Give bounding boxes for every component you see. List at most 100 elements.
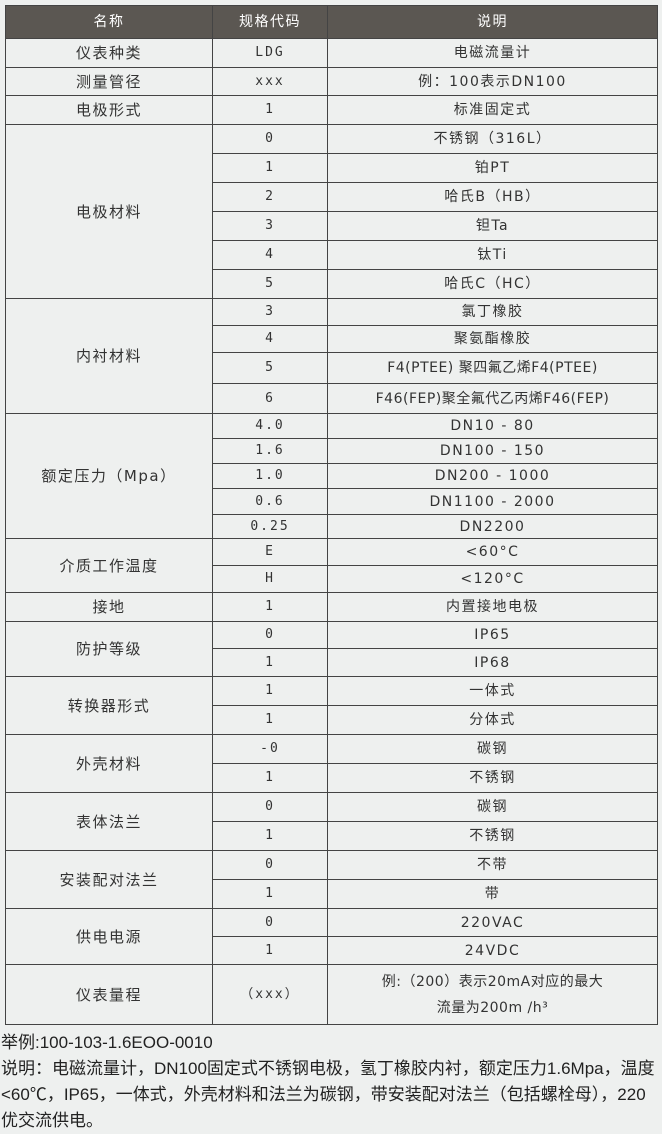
table-row: 1.6 DN100 - 150 xyxy=(6,438,658,464)
header-name: 名称 xyxy=(5,5,213,39)
table-row: 5 F4(PTEE) 聚四氟乙烯F4(PTEE) xyxy=(6,352,658,384)
cell-code: 0 xyxy=(212,124,328,154)
cell-code: 4.0 xyxy=(212,413,328,439)
cell-code: 0.6 xyxy=(212,488,328,515)
notes: 举例:100-103-1.6EOO-0010 说明：电磁流量计，DN100固定式… xyxy=(1,1030,661,1134)
cell-code: 1.6 xyxy=(212,438,328,464)
cell-code: 1 xyxy=(212,936,328,965)
cell-code: 1 xyxy=(212,821,328,851)
cell-description: 不锈钢 xyxy=(327,821,658,851)
cell-code: 0 xyxy=(212,792,328,822)
cell-description: DN1100 - 2000 xyxy=(327,488,658,515)
example-code: 举例:100-103-1.6EOO-0010 xyxy=(1,1033,213,1052)
cell-code: 1 xyxy=(212,763,328,793)
table-row: 0.6 DN1100 - 2000 xyxy=(6,488,658,515)
table-row: 转换器形式 1 一体式 xyxy=(5,676,658,735)
table-row: 1 不锈钢 xyxy=(6,763,658,793)
cell-code: 1 xyxy=(212,705,328,735)
cell-code: -0 xyxy=(212,734,328,764)
cell-name: 安装配对法兰 xyxy=(5,850,213,909)
table-row: 安装配对法兰 0 不带 xyxy=(5,850,658,909)
cell-name: 内衬材料 xyxy=(5,298,213,414)
cell-code: 4 xyxy=(212,240,328,270)
cell-description: 例:（200）表示20mA对应的最大 流量为200m /h³ xyxy=(327,964,658,1025)
cell-name: 接地 xyxy=(5,592,213,622)
cell-description: 聚氨酯橡胶 xyxy=(327,325,658,353)
cell-code: （xxx） xyxy=(212,964,328,1025)
table-row: 5 哈氏C（HC） xyxy=(6,269,658,299)
table-row: 电极材料 0 不锈钢（316L） xyxy=(5,124,658,299)
table-row: 电极形式 1 标准固定式 xyxy=(5,95,658,125)
cell-code: 5 xyxy=(212,352,328,384)
cell-name: 仪表种类 xyxy=(5,38,213,68)
table-row: 供电电源 0 220VAC xyxy=(5,908,658,965)
cell-description: DN2200 xyxy=(327,514,658,539)
cell-code: 1 xyxy=(212,879,328,909)
cell-code: 1.0 xyxy=(212,463,328,489)
cell-code: 5 xyxy=(212,269,328,299)
cell-code: LDG xyxy=(212,38,328,68)
cell-description: 一体式 xyxy=(327,676,658,706)
cell-code: 3 xyxy=(212,211,328,241)
table-row: 1 不锈钢 xyxy=(6,821,658,851)
cell-description: 不锈钢 xyxy=(327,763,658,793)
cell-description: 不带 xyxy=(327,850,658,880)
cell-description: DN200 - 1000 xyxy=(327,463,658,489)
cell-description: 标准固定式 xyxy=(327,95,658,125)
cell-description: 内置接地电极 xyxy=(327,592,658,622)
header-code: 规格代码 xyxy=(212,5,328,39)
cell-code: 6 xyxy=(212,383,328,414)
cell-description: 分体式 xyxy=(327,705,658,735)
table-row: 测量管径 xxx 例：100表示DN100 xyxy=(5,67,658,96)
cell-code: 0.25 xyxy=(212,514,328,539)
cell-name: 仪表量程 xyxy=(5,964,213,1025)
cell-description: 碳钢 xyxy=(327,792,658,822)
cell-description: <120°C xyxy=(327,565,658,593)
cell-description: IP65 xyxy=(327,621,658,649)
cell-code: 2 xyxy=(212,182,328,212)
cell-name: 介质工作温度 xyxy=(5,538,213,593)
cell-description: F4(PTEE) 聚四氟乙烯F4(PTEE) xyxy=(327,352,658,384)
cell-code: 0 xyxy=(212,850,328,880)
cell-code: H xyxy=(212,565,328,593)
cell-description: 哈氏B（HB） xyxy=(327,182,658,212)
cell-code: E xyxy=(212,538,328,566)
table-row: 4 钛Ti xyxy=(6,240,658,270)
cell-description: 220VAC xyxy=(327,908,658,937)
cell-code: 4 xyxy=(212,325,328,353)
cell-description: 哈氏C（HC） xyxy=(327,269,658,299)
cell-code: 1 xyxy=(212,95,328,125)
cell-name: 测量管径 xyxy=(5,67,213,96)
cell-code: 0 xyxy=(212,908,328,937)
cell-name: 外壳材料 xyxy=(5,734,213,793)
table-row: 接地 1 内置接地电极 xyxy=(5,592,658,622)
table-row: 额定压力（Mpa） 4.0 DN10 - 80 xyxy=(5,413,658,539)
cell-name: 表体法兰 xyxy=(5,792,213,851)
cell-name: 电极材料 xyxy=(5,124,213,299)
table-body: 仪表种类 LDG 电磁流量计 测量管径 xxx 例：100表示DN100 电极形式 1 标准固定… xyxy=(5,38,658,1025)
table-row: 6 F46(FEP)聚全氟代乙丙烯F46(FEP) xyxy=(6,383,658,414)
cell-name: 供电电源 xyxy=(5,908,213,965)
table-row: 表体法兰 0 碳钢 xyxy=(5,792,658,851)
cell-description: IP68 xyxy=(327,648,658,677)
table-row: 2 哈氏B（HB） xyxy=(6,182,658,212)
table-row: 介质工作温度 E <60°C xyxy=(5,538,658,593)
cell-description: 碳钢 xyxy=(327,734,658,764)
table-row: 1.0 DN200 - 1000 xyxy=(6,463,658,489)
cell-code: 3 xyxy=(212,298,328,326)
cell-description: 带 xyxy=(327,879,658,909)
cell-description: 铂PT xyxy=(327,153,658,183)
spec-table: 名称 规格代码 说明 仪表种类 LDG 电磁流量计 测量管径 xxx 例：100表示DN1… xyxy=(5,5,658,1025)
table-row: 3 钽Ta xyxy=(6,211,658,241)
cell-description: F46(FEP)聚全氟代乙丙烯F46(FEP) xyxy=(327,383,658,414)
cell-description: DN10 - 80 xyxy=(327,413,658,439)
cell-description: 钛Ti xyxy=(327,240,658,270)
table-row: 内衬材料 3 氯丁橡胶 xyxy=(5,298,658,414)
table-row: 1 24VDC xyxy=(6,936,658,965)
cell-code: 1 xyxy=(212,648,328,677)
cell-description: 不锈钢（316L） xyxy=(327,124,658,154)
cell-description: 电磁流量计 xyxy=(327,38,658,68)
table-row: 0.25 DN2200 xyxy=(6,514,658,539)
cell-code: 0 xyxy=(212,621,328,649)
